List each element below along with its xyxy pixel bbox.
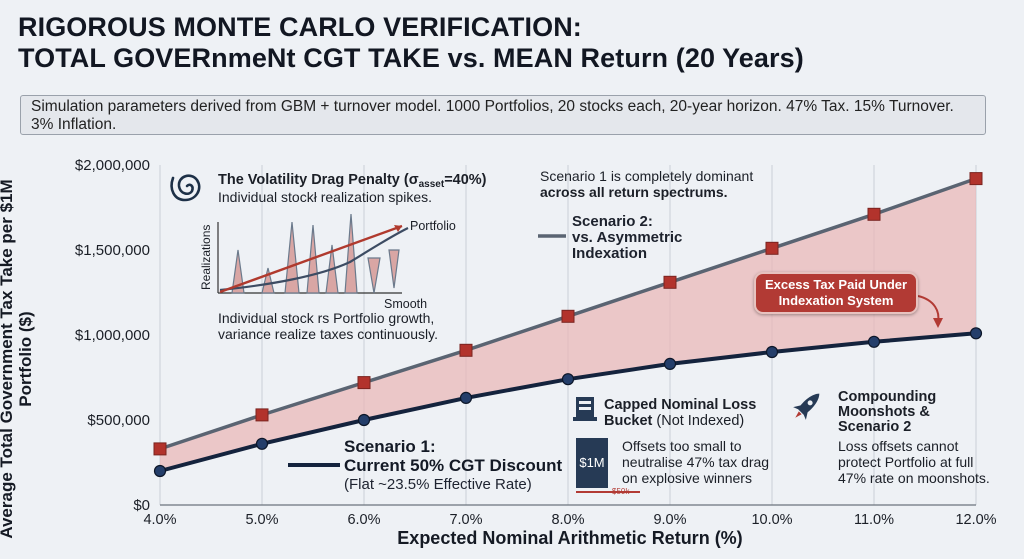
y-tick-label-0: $0 (133, 497, 150, 514)
scenario-2-point-3 (459, 343, 473, 357)
fifty-k-label: $50k (612, 487, 630, 496)
scenario-1-point-2 (357, 413, 371, 427)
inset-smooth-label: Smooth (384, 297, 428, 311)
simulation-parameters-box: Simulation parameters derived from GBM +… (20, 95, 986, 135)
series-markers (153, 172, 983, 478)
scenario-2-point-6 (765, 241, 779, 255)
scenario-2-point-5 (663, 275, 677, 289)
capped-loss-title: Capped Nominal Loss Bucket (Not Indexed) (604, 397, 757, 429)
scenario-2-point-2 (357, 376, 371, 390)
scenario-1-point-6 (765, 345, 779, 359)
one-million-box: $1M (576, 438, 608, 488)
x-tick-label-0: 4.0% (143, 512, 176, 528)
volatility-drag-title: The Volatility Drag Penalty (σasset=40%) (218, 172, 487, 190)
scenario-1-title: Scenario 1: (344, 437, 436, 456)
y-tick-label-1: $500,000 (87, 412, 150, 429)
volatility-inset-chart (217, 213, 409, 294)
x-tick-label-6: 10.0% (751, 512, 792, 528)
scenario-2-point-1 (255, 408, 269, 422)
x-tick-label-1: 5.0% (245, 512, 278, 528)
scenario-1-point-8 (969, 327, 983, 340)
x-tick-label-7: 11.0% (854, 512, 894, 528)
scenario-1-point-1 (255, 437, 269, 450)
spiral-icon (170, 174, 201, 202)
scenario-2-label: Scenario 2: vs. Asymmetric Indexation (572, 213, 683, 262)
title-line-1: RIGOROUS MONTE CARLO VERIFICATION: (18, 12, 582, 42)
bucket-icon (573, 397, 597, 421)
x-tick-label-2: 6.0% (347, 512, 380, 528)
inset-realizations-label: Realizations (199, 224, 213, 290)
rocket-icon (793, 393, 820, 420)
x-tick-label-3: 7.0% (449, 512, 482, 528)
scenario-2-point-0 (153, 442, 167, 456)
y-tick-label-4: $2,000,000 (75, 157, 150, 174)
moonshot-note: Loss offsets cannot protect Portfolio at … (838, 438, 990, 486)
scenario-1-point-3 (459, 391, 473, 404)
scenario-2-point-4 (561, 309, 575, 323)
chart-title: RIGOROUS MONTE CARLO VERIFICATION: TOTAL… (18, 12, 804, 74)
scenario-1-point-5 (663, 357, 677, 370)
x-tick-label-5: 9.0% (653, 512, 686, 528)
scenario-1-subtitle: Current 50% CGT Discount (344, 456, 563, 475)
dominance-note: Scenario 1 is completely dominant across … (540, 168, 754, 200)
volatility-drag-subtitle: Individual stockł realization spikes. (218, 189, 432, 205)
y-tick-label-2: $1,000,000 (75, 327, 150, 344)
scenario-1-note: (Flat ~23.5% Effective Rate) (344, 476, 532, 493)
volatility-drag-note: Individual stock rs Portfolio growth, var… (218, 310, 438, 342)
x-axis-label: Expected Nominal Arithmetic Return (%) (397, 528, 743, 548)
inset-portfolio-label: Portfolio (410, 219, 456, 233)
excess-arrowhead (933, 318, 943, 328)
capped-loss-note: Offsets too small to neutralise 47% tax d… (622, 438, 770, 486)
tick-labels: 4.0% 5.0% 6.0% 7.0% 8.0% 9.0% 10.0% 11.0% 12.0% $… (75, 157, 997, 528)
scenario-1-point-0 (153, 464, 167, 478)
scenario-2-point-7 (867, 207, 881, 221)
scenario-1-point-7 (867, 335, 881, 348)
y-tick-label-3: $1,500,000 (75, 242, 150, 259)
x-tick-label-4: 8.0% (551, 512, 584, 528)
scenario-1-point-4 (561, 373, 575, 386)
moonshot-title: Compounding Moonshots & Scenario 2 (838, 389, 937, 435)
excess-tax-badge: Excess Tax Paid Under Indexation System (754, 272, 918, 314)
title-line-2: TOTAL GOVERnmeNt CGT TAKE vs. MEAN Retur… (18, 43, 804, 73)
y-axis-label: Average Total Government Tax Take per $1… (0, 179, 35, 539)
scenario-2-point-8 (969, 172, 983, 186)
x-tick-label-8: 12.0% (955, 512, 996, 528)
